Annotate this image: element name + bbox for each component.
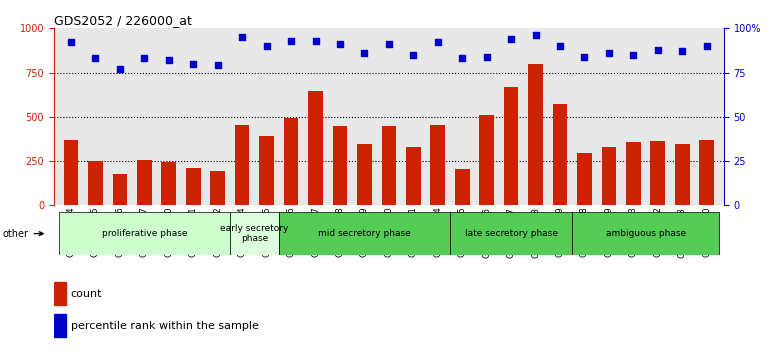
Text: other: other <box>3 229 43 239</box>
Text: proliferative phase: proliferative phase <box>102 229 187 238</box>
Point <box>628 52 640 58</box>
Point <box>407 52 420 58</box>
Bar <box>235 125 249 205</box>
Bar <box>450 212 572 255</box>
Point <box>456 56 468 61</box>
Point <box>676 48 688 54</box>
Text: mid secretory phase: mid secretory phase <box>318 229 410 238</box>
Bar <box>308 91 323 205</box>
Point <box>432 40 444 45</box>
Point <box>480 54 493 59</box>
Point <box>333 41 346 47</box>
Bar <box>381 126 397 205</box>
Point <box>578 54 591 59</box>
Bar <box>64 140 79 205</box>
Bar <box>577 153 592 205</box>
Bar <box>406 147 420 205</box>
Bar <box>162 162 176 205</box>
Bar <box>259 136 274 205</box>
Point <box>530 33 542 38</box>
Point <box>162 57 175 63</box>
Bar <box>626 143 641 205</box>
Text: late secretory phase: late secretory phase <box>464 229 557 238</box>
Bar <box>283 118 299 205</box>
Bar <box>279 212 450 255</box>
Point <box>212 63 224 68</box>
Point <box>358 50 370 56</box>
Point <box>701 43 713 49</box>
Bar <box>675 144 690 205</box>
Text: ambiguous phase: ambiguous phase <box>605 229 685 238</box>
Point <box>236 34 248 40</box>
Point <box>383 41 395 47</box>
Bar <box>54 314 66 337</box>
Point <box>651 47 664 52</box>
Bar <box>112 175 127 205</box>
Bar <box>601 147 616 205</box>
Text: early secretory
phase: early secretory phase <box>220 224 289 243</box>
Text: percentile rank within the sample: percentile rank within the sample <box>71 321 259 331</box>
Bar <box>528 64 543 205</box>
Bar <box>553 104 567 205</box>
Bar <box>504 87 518 205</box>
Point <box>138 56 150 61</box>
Bar <box>88 161 103 205</box>
Bar <box>210 171 225 205</box>
Bar <box>572 212 719 255</box>
Point <box>554 43 566 49</box>
Bar <box>699 140 714 205</box>
Point <box>89 56 102 61</box>
Bar <box>186 168 201 205</box>
Bar <box>479 115 494 205</box>
Point <box>65 40 77 45</box>
Point <box>310 38 322 44</box>
Bar <box>137 160 152 205</box>
Bar <box>59 212 230 255</box>
Bar <box>651 141 665 205</box>
Point <box>114 66 126 72</box>
Text: GDS2052 / 226000_at: GDS2052 / 226000_at <box>54 14 192 27</box>
Bar <box>357 144 372 205</box>
Text: count: count <box>71 289 102 299</box>
Point <box>285 38 297 44</box>
Bar <box>54 282 66 305</box>
Point <box>603 50 615 56</box>
Bar <box>430 125 445 205</box>
Point <box>505 36 517 42</box>
Bar <box>455 169 470 205</box>
Point <box>187 61 199 67</box>
Bar <box>333 126 347 205</box>
Point <box>260 43 273 49</box>
Bar <box>230 212 279 255</box>
